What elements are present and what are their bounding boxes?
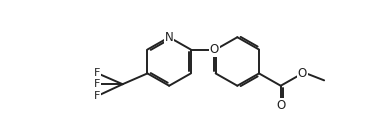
Text: O: O [276,99,285,112]
Text: F: F [94,91,100,101]
Text: O: O [209,43,219,56]
Text: O: O [298,67,307,80]
Text: F: F [94,79,100,89]
Text: F: F [94,68,100,78]
Text: N: N [165,31,174,44]
